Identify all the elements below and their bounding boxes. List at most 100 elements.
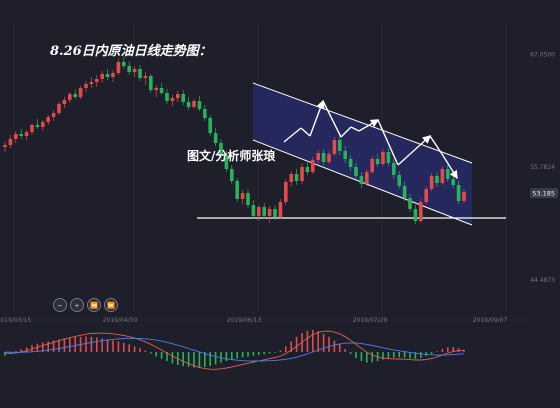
candle-body (170, 98, 175, 101)
minus-icon: − (57, 302, 62, 310)
price-channel (197, 82, 506, 226)
candle-body (300, 167, 304, 181)
candle (359, 172, 364, 188)
candle (30, 123, 34, 135)
zoom-in-button[interactable]: + (70, 298, 84, 312)
candle (267, 206, 272, 223)
candle-body (100, 74, 104, 79)
candle-body (429, 176, 434, 189)
trend-arrow-segment (441, 153, 458, 180)
current-price-badge (530, 188, 558, 199)
candle-body (181, 94, 185, 102)
candle-body (62, 100, 67, 104)
candle-body (203, 109, 207, 118)
candle (338, 136, 342, 155)
candle (73, 89, 77, 99)
candle-body (262, 207, 266, 216)
pan-right-button[interactable]: ⏩ (104, 298, 118, 312)
candle (424, 186, 428, 204)
candle (78, 86, 83, 99)
control-ring (104, 298, 118, 312)
candle-body (413, 209, 418, 221)
candle-body (240, 193, 245, 199)
candle (181, 90, 185, 105)
candle-body (354, 167, 358, 176)
candle-body (424, 189, 428, 202)
plus-icon: + (74, 302, 79, 310)
candle (111, 70, 115, 82)
candle (105, 69, 110, 80)
candle-body (95, 79, 99, 82)
candle (224, 151, 229, 172)
control-ring (70, 298, 84, 312)
candle (203, 105, 207, 121)
candle-body (68, 94, 72, 100)
candle-body (84, 84, 88, 88)
candle (24, 130, 29, 140)
candle (170, 95, 175, 106)
candle (84, 81, 88, 92)
candle-body (154, 88, 158, 90)
candle-body (305, 167, 310, 172)
candle (213, 128, 218, 146)
candle (386, 148, 391, 166)
candle-body (30, 125, 34, 132)
candle (408, 194, 412, 212)
candle (149, 74, 153, 93)
candle (316, 150, 320, 164)
candle (332, 137, 337, 156)
candle-body (392, 163, 396, 175)
x-tick-label: 2019/04/30 (103, 317, 138, 324)
candle-body (111, 73, 115, 77)
candle (35, 119, 40, 129)
trend-arrow-segment (283, 127, 302, 143)
pan-left-button[interactable]: ⏪ (87, 298, 101, 312)
candle (446, 165, 450, 182)
candle (251, 200, 256, 219)
candle-body (294, 174, 299, 181)
candle (95, 75, 99, 87)
candle (230, 165, 234, 184)
candle (419, 199, 423, 223)
candle (143, 72, 148, 85)
candle-body (24, 132, 29, 136)
candle-body (267, 209, 272, 216)
candle-body (208, 118, 212, 133)
candle-body (165, 93, 169, 101)
macd-panel (0, 319, 530, 370)
candle-body (224, 155, 229, 169)
candle-body (197, 101, 202, 109)
candle (132, 66, 137, 77)
trend-arrow-segment (358, 119, 380, 132)
candle-body (311, 160, 315, 172)
candle-body (176, 94, 180, 98)
candle (402, 182, 407, 201)
candle-body (316, 153, 320, 160)
candle-body (192, 101, 196, 107)
candle-body (138, 69, 142, 78)
candle (3, 142, 7, 152)
candle-body (402, 186, 407, 198)
candle-body (348, 159, 353, 167)
candle-body (127, 66, 131, 72)
trend-arrow-segment (429, 135, 443, 155)
candle (240, 190, 245, 204)
candle-body (456, 185, 461, 201)
candle (246, 189, 250, 208)
candle-body (246, 193, 250, 205)
trend-arrow-segment (309, 99, 325, 137)
candle (208, 115, 212, 136)
candle-body (435, 176, 439, 183)
candle-body (381, 152, 385, 164)
candle-body (284, 182, 288, 202)
candle (305, 161, 310, 175)
candle-body (273, 209, 277, 217)
candle (343, 146, 347, 163)
candle (397, 171, 401, 189)
zoom-out-button[interactable]: − (53, 298, 67, 312)
y-tick-label: 67.0500 (530, 52, 555, 59)
candle-body (397, 175, 401, 186)
candle (456, 181, 461, 204)
control-ring (87, 298, 101, 312)
